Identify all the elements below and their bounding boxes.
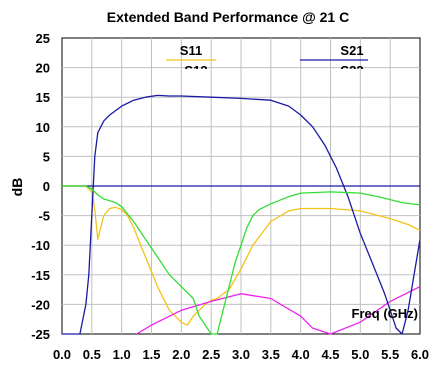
x-tick-label: 0.5 bbox=[83, 347, 101, 362]
series-line-s11 bbox=[62, 185, 421, 326]
x-tick-label: 4.5 bbox=[321, 347, 339, 362]
series-lines bbox=[62, 94, 421, 335]
x-tick-label: 3.5 bbox=[262, 347, 280, 362]
series-line-s22 bbox=[62, 185, 421, 335]
chart-title: Extended Band Performance @ 21 C bbox=[107, 9, 349, 25]
legend-label-s12: S12 bbox=[184, 63, 207, 78]
y-tick-label: 15 bbox=[36, 90, 50, 105]
y-axis-ticks: 25 20 15 10 5 0 -5 -10 -15 -20 -25 bbox=[31, 31, 50, 342]
x-axis-ticks: 0.0 0.5 1.0 1.5 2.0 2.5 3.0 3.5 4.0 4.5 5.0 5.5 6.0 bbox=[53, 347, 429, 362]
legend-label-s21: S21 bbox=[340, 43, 363, 58]
legend-label-s11: S11 bbox=[180, 43, 202, 58]
x-tick-label: 1.0 bbox=[113, 347, 131, 362]
y-tick-label: 25 bbox=[36, 31, 50, 46]
y-tick-label: -20 bbox=[31, 297, 50, 312]
x-tick-label: 0.0 bbox=[53, 347, 71, 362]
x-axis-label: Freq (GHz) bbox=[352, 306, 418, 321]
y-tick-label: 5 bbox=[43, 149, 50, 164]
y-tick-label: 10 bbox=[36, 120, 50, 135]
x-tick-label: 2.5 bbox=[202, 347, 220, 362]
x-tick-label: 6.0 bbox=[411, 347, 429, 362]
x-tick-label: 5.0 bbox=[351, 347, 369, 362]
y-tick-label: -10 bbox=[31, 238, 50, 253]
x-tick-label: 4.0 bbox=[292, 347, 310, 362]
y-tick-label: -15 bbox=[31, 268, 50, 283]
series-line-s21 bbox=[62, 94, 421, 335]
x-tick-label: 1.5 bbox=[142, 347, 160, 362]
x-tick-label: 2.0 bbox=[172, 347, 190, 362]
x-tick-label: 5.5 bbox=[381, 347, 399, 362]
y-axis-label: dB bbox=[9, 178, 25, 197]
series-line-s12 bbox=[136, 286, 421, 335]
x-tick-label: 3.0 bbox=[232, 347, 250, 362]
y-tick-label: -25 bbox=[31, 327, 50, 342]
y-tick-label: 0 bbox=[43, 179, 50, 194]
legend: S11 S12 S21 S22 bbox=[166, 43, 368, 78]
legend-label-s22: S22 bbox=[340, 63, 363, 78]
y-tick-label: -5 bbox=[38, 209, 50, 224]
y-tick-label: 20 bbox=[36, 61, 50, 76]
